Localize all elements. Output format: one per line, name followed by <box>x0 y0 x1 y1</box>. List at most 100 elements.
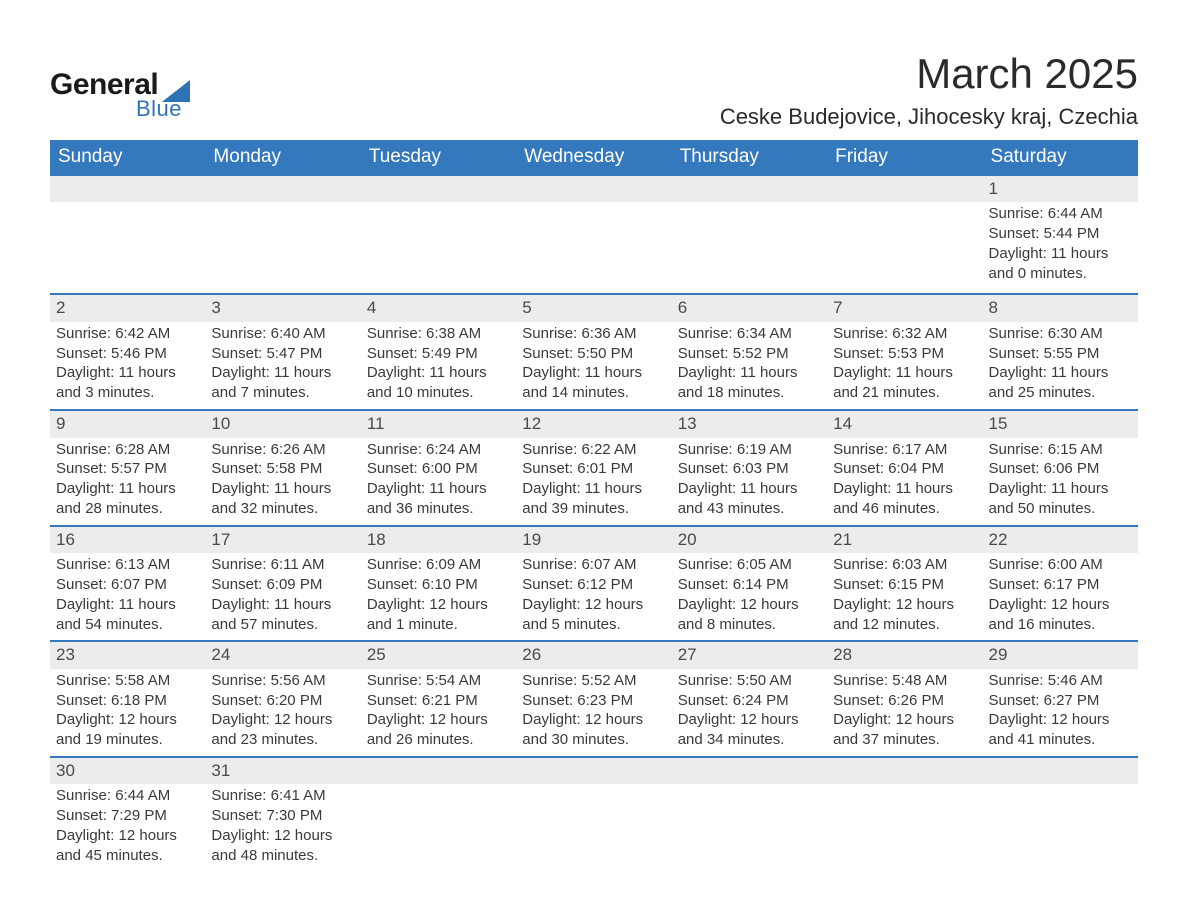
sunrise-line: Sunrise: 5:48 AM <box>833 671 976 691</box>
sunrise-line: Sunrise: 6:03 AM <box>833 555 976 575</box>
weekday-header: Saturday <box>983 140 1138 176</box>
sunset-line: Sunset: 5:53 PM <box>833 344 976 364</box>
sunset-line: Sunset: 6:01 PM <box>522 459 665 479</box>
day-number-cell: 10 <box>205 410 360 437</box>
day-detail-row: Sunrise: 6:42 AMSunset: 5:46 PMDaylight:… <box>50 322 1138 410</box>
daylight-line: Daylight: 12 hours and 48 minutes. <box>211 826 354 866</box>
month-title: March 2025 <box>720 50 1138 98</box>
sunset-line: Sunset: 6:07 PM <box>56 575 199 595</box>
sunrise-line: Sunrise: 6:26 AM <box>211 440 354 460</box>
day-detail-cell <box>516 784 671 872</box>
day-detail-cell: Sunrise: 6:34 AMSunset: 5:52 PMDaylight:… <box>672 322 827 410</box>
calendar-table: Sunday Monday Tuesday Wednesday Thursday… <box>50 140 1138 872</box>
daylight-line: Daylight: 11 hours and 50 minutes. <box>989 479 1132 519</box>
sunset-line: Sunset: 6:06 PM <box>989 459 1132 479</box>
day-detail-cell <box>672 784 827 872</box>
daylight-line: Daylight: 12 hours and 16 minutes. <box>989 595 1132 635</box>
sunset-line: Sunset: 6:21 PM <box>367 691 510 711</box>
sunset-line: Sunset: 6:14 PM <box>678 575 821 595</box>
day-number-cell: 27 <box>672 641 827 668</box>
sunrise-line: Sunrise: 6:40 AM <box>211 324 354 344</box>
day-number-cell: 2 <box>50 294 205 321</box>
day-detail-cell <box>50 202 205 294</box>
day-detail-cell: Sunrise: 6:00 AMSunset: 6:17 PMDaylight:… <box>983 553 1138 641</box>
daylight-line: Daylight: 11 hours and 7 minutes. <box>211 363 354 403</box>
daylight-line: Daylight: 12 hours and 8 minutes. <box>678 595 821 635</box>
day-detail-row: Sunrise: 6:44 AMSunset: 7:29 PMDaylight:… <box>50 784 1138 872</box>
sunrise-line: Sunrise: 6:41 AM <box>211 786 354 806</box>
day-number-cell <box>361 757 516 784</box>
daylight-line: Daylight: 11 hours and 25 minutes. <box>989 363 1132 403</box>
sunset-line: Sunset: 5:49 PM <box>367 344 510 364</box>
day-number-cell: 29 <box>983 641 1138 668</box>
sunset-line: Sunset: 5:50 PM <box>522 344 665 364</box>
day-detail-cell: Sunrise: 6:03 AMSunset: 6:15 PMDaylight:… <box>827 553 982 641</box>
weekday-header: Tuesday <box>361 140 516 176</box>
sunset-line: Sunset: 6:26 PM <box>833 691 976 711</box>
weekday-header: Friday <box>827 140 982 176</box>
day-number-cell: 9 <box>50 410 205 437</box>
day-number-cell <box>827 757 982 784</box>
sunset-line: Sunset: 7:30 PM <box>211 806 354 826</box>
daylight-line: Daylight: 12 hours and 19 minutes. <box>56 710 199 750</box>
day-number-cell <box>672 176 827 202</box>
day-detail-cell: Sunrise: 6:41 AMSunset: 7:30 PMDaylight:… <box>205 784 360 872</box>
sunrise-line: Sunrise: 6:32 AM <box>833 324 976 344</box>
sunrise-line: Sunrise: 6:38 AM <box>367 324 510 344</box>
daylight-line: Daylight: 11 hours and 46 minutes. <box>833 479 976 519</box>
sunset-line: Sunset: 7:29 PM <box>56 806 199 826</box>
sunrise-line: Sunrise: 6:11 AM <box>211 555 354 575</box>
sunset-line: Sunset: 6:17 PM <box>989 575 1132 595</box>
day-number-row: 16171819202122 <box>50 526 1138 553</box>
day-number-cell: 21 <box>827 526 982 553</box>
day-detail-cell <box>983 784 1138 872</box>
day-detail-cell: Sunrise: 5:58 AMSunset: 6:18 PMDaylight:… <box>50 669 205 757</box>
day-detail-cell: Sunrise: 6:44 AMSunset: 5:44 PMDaylight:… <box>983 202 1138 294</box>
sunset-line: Sunset: 5:44 PM <box>989 224 1132 244</box>
sunrise-line: Sunrise: 6:42 AM <box>56 324 199 344</box>
day-detail-row: Sunrise: 6:44 AMSunset: 5:44 PMDaylight:… <box>50 202 1138 294</box>
sunset-line: Sunset: 5:52 PM <box>678 344 821 364</box>
day-number-cell: 20 <box>672 526 827 553</box>
title-block: March 2025 Ceske Budejovice, Jihocesky k… <box>720 50 1138 130</box>
sunset-line: Sunset: 5:57 PM <box>56 459 199 479</box>
daylight-line: Daylight: 11 hours and 39 minutes. <box>522 479 665 519</box>
sunrise-line: Sunrise: 6:17 AM <box>833 440 976 460</box>
day-number-cell: 8 <box>983 294 1138 321</box>
header: General Blue March 2025 Ceske Budejovice… <box>50 50 1138 130</box>
day-detail-row: Sunrise: 6:13 AMSunset: 6:07 PMDaylight:… <box>50 553 1138 641</box>
daylight-line: Daylight: 11 hours and 43 minutes. <box>678 479 821 519</box>
sunrise-line: Sunrise: 6:05 AM <box>678 555 821 575</box>
sunrise-line: Sunrise: 5:50 AM <box>678 671 821 691</box>
sunset-line: Sunset: 6:10 PM <box>367 575 510 595</box>
day-number-cell: 13 <box>672 410 827 437</box>
day-number-cell: 16 <box>50 526 205 553</box>
daylight-line: Daylight: 12 hours and 26 minutes. <box>367 710 510 750</box>
day-detail-cell: Sunrise: 6:11 AMSunset: 6:09 PMDaylight:… <box>205 553 360 641</box>
day-number-row: 1 <box>50 176 1138 202</box>
day-number-cell: 15 <box>983 410 1138 437</box>
day-number-cell: 22 <box>983 526 1138 553</box>
day-number-row: 9101112131415 <box>50 410 1138 437</box>
day-number-cell: 18 <box>361 526 516 553</box>
sunrise-line: Sunrise: 6:00 AM <box>989 555 1132 575</box>
sunrise-line: Sunrise: 6:36 AM <box>522 324 665 344</box>
day-detail-cell: Sunrise: 5:48 AMSunset: 6:26 PMDaylight:… <box>827 669 982 757</box>
day-detail-cell: Sunrise: 6:24 AMSunset: 6:00 PMDaylight:… <box>361 438 516 526</box>
day-detail-cell <box>205 202 360 294</box>
day-number-row: 3031 <box>50 757 1138 784</box>
sunrise-line: Sunrise: 6:09 AM <box>367 555 510 575</box>
day-number-cell <box>361 176 516 202</box>
day-detail-cell: Sunrise: 6:26 AMSunset: 5:58 PMDaylight:… <box>205 438 360 526</box>
day-detail-cell: Sunrise: 6:05 AMSunset: 6:14 PMDaylight:… <box>672 553 827 641</box>
sunrise-line: Sunrise: 5:56 AM <box>211 671 354 691</box>
day-number-cell <box>205 176 360 202</box>
daylight-line: Daylight: 11 hours and 3 minutes. <box>56 363 199 403</box>
daylight-line: Daylight: 11 hours and 18 minutes. <box>678 363 821 403</box>
day-number-cell: 1 <box>983 176 1138 202</box>
day-detail-cell: Sunrise: 6:36 AMSunset: 5:50 PMDaylight:… <box>516 322 671 410</box>
daylight-line: Daylight: 11 hours and 10 minutes. <box>367 363 510 403</box>
daylight-line: Daylight: 12 hours and 41 minutes. <box>989 710 1132 750</box>
daylight-line: Daylight: 12 hours and 45 minutes. <box>56 826 199 866</box>
day-number-cell <box>50 176 205 202</box>
